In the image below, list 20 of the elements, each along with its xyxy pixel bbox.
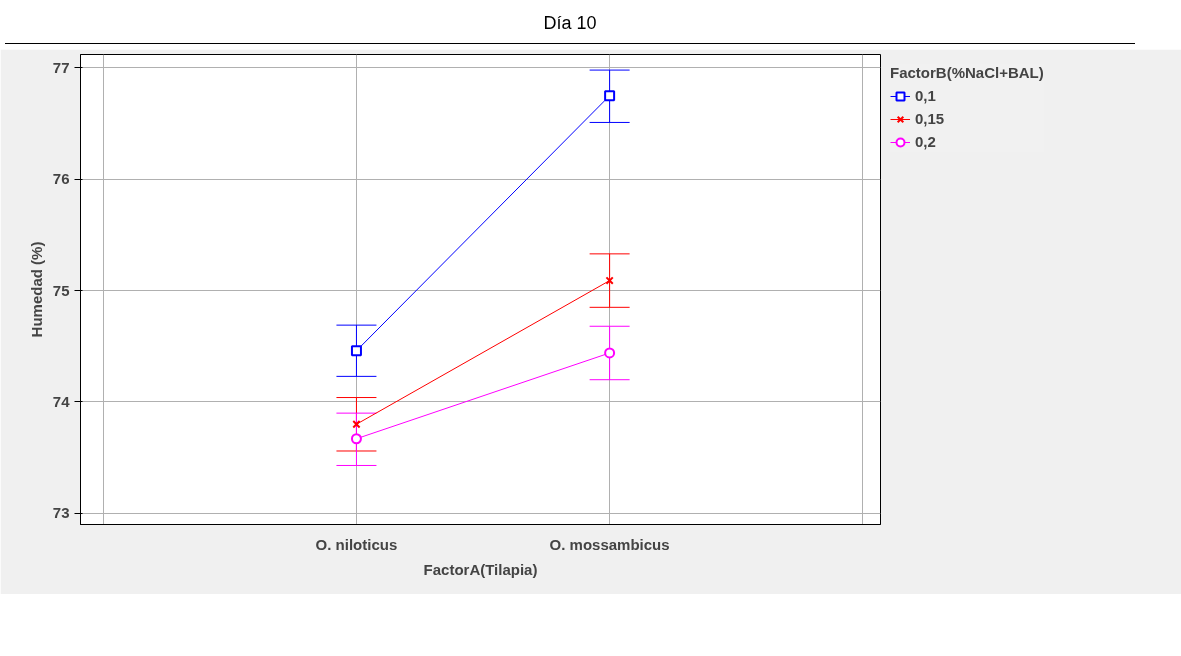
point <box>604 89 616 101</box>
legend-label: 0,15 <box>915 110 945 128</box>
point <box>604 347 616 359</box>
x-tick-label: O. niloticus <box>315 535 398 553</box>
x-axis-title: FactorA(Tilapia) <box>423 560 538 578</box>
legend-title: FactorB(%NaCl+BAL) <box>890 63 1044 81</box>
point <box>605 276 614 285</box>
y-tick-label: 76 <box>52 169 70 187</box>
y-tick-label: 75 <box>52 281 70 299</box>
y-tick-label: 73 <box>52 504 70 522</box>
point <box>352 419 361 429</box>
chart-title: Día 10 <box>543 12 597 35</box>
legend-label: 0,1 <box>915 87 936 105</box>
y-axis-title: Humedad (%) <box>27 241 45 338</box>
point <box>350 344 362 356</box>
x-tick-label: O. mossambicus <box>549 535 670 553</box>
y-tick-label: 74 <box>52 392 71 410</box>
y-tick-label: 77 <box>52 58 70 76</box>
point <box>350 432 362 444</box>
legend-label: 0,2 <box>915 133 936 151</box>
